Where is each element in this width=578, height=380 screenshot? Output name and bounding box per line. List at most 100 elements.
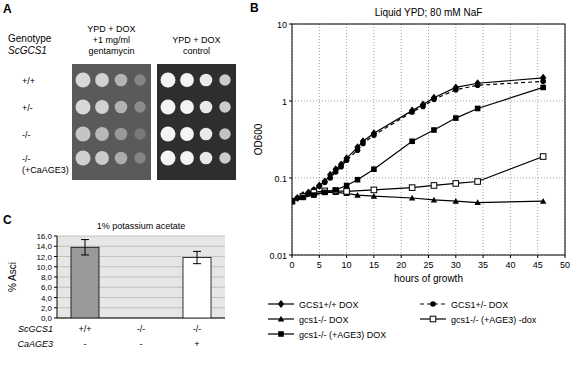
- spot: [161, 100, 176, 115]
- category-label: -: [140, 339, 143, 349]
- spot: [180, 73, 194, 87]
- tick-label: 20: [396, 260, 406, 270]
- grid-line: [373, 24, 374, 255]
- legend: GCS1+/+ DOXGCS1+/- DOXgcs1-/- DOXgcs1-/-…: [268, 300, 537, 340]
- marker: [475, 106, 481, 112]
- row-title: ScGCS1: [18, 324, 53, 334]
- tick-label: 1: [282, 97, 287, 107]
- marker: [409, 185, 415, 191]
- grid-line: [428, 24, 429, 255]
- marker: [278, 316, 284, 322]
- tick-label: 10,0: [36, 263, 52, 272]
- error-cap: [81, 239, 89, 240]
- spot: [95, 127, 109, 141]
- marker: [371, 193, 377, 199]
- grid-line: [483, 24, 484, 255]
- spot: [115, 152, 128, 165]
- spot: [180, 151, 194, 165]
- marker: [474, 199, 480, 205]
- series-group: [292, 74, 546, 205]
- marker: [344, 183, 350, 189]
- marker: [300, 195, 306, 201]
- row-label: -/-: [22, 130, 31, 140]
- spot: [95, 73, 109, 87]
- spot: [219, 152, 230, 163]
- spot: [95, 151, 109, 165]
- marker: [322, 190, 328, 196]
- grid-line: [57, 236, 225, 237]
- spot: [134, 74, 145, 85]
- marker: [371, 166, 377, 172]
- error-cap: [81, 254, 89, 255]
- spot: [180, 100, 194, 114]
- axis-title: % Asci: [7, 262, 18, 292]
- series-line: [292, 192, 543, 202]
- gene-label: ScGCS1: [8, 45, 47, 56]
- tick-label: 10: [342, 260, 352, 270]
- marker: [540, 85, 546, 91]
- spot: [134, 152, 145, 163]
- marker: [322, 179, 328, 185]
- figure: AGenotypeScGCS1+/++/--/--/-(+CaAGE3)YPD …: [0, 0, 578, 380]
- tick-label: 30: [451, 260, 461, 270]
- series-line: [292, 87, 543, 201]
- grid-line: [510, 24, 511, 255]
- genotype-label: Genotype: [8, 33, 52, 44]
- row-label: (+CaAGE3): [22, 165, 69, 175]
- marker: [311, 192, 317, 198]
- marker: [338, 164, 344, 170]
- marker: [292, 197, 295, 205]
- tick-label: 4,0: [41, 294, 53, 303]
- marker: [431, 197, 437, 203]
- series-line: [292, 157, 543, 202]
- tick-label: 8,0: [41, 273, 53, 282]
- tick-label: 14,0: [36, 242, 52, 251]
- plot-bg: [57, 236, 225, 318]
- marker: [371, 187, 377, 193]
- grid-line: [401, 24, 402, 255]
- bar: [71, 247, 99, 318]
- spot: [76, 151, 91, 166]
- spot: [161, 127, 176, 142]
- tick-label: 50: [560, 260, 570, 270]
- error-bar: [81, 240, 89, 255]
- panel-label: B: [250, 1, 259, 15]
- axis-title: hours of growth: [394, 273, 463, 284]
- marker: [474, 79, 480, 87]
- marker: [344, 189, 350, 195]
- marker: [409, 138, 415, 144]
- marker: [360, 141, 366, 147]
- marker: [355, 177, 361, 183]
- error-cap: [193, 251, 201, 252]
- tick-label: 0: [289, 260, 294, 270]
- marker: [409, 195, 415, 201]
- marker: [354, 192, 360, 198]
- plate: [72, 64, 151, 180]
- marker: [292, 198, 295, 204]
- marker: [420, 104, 426, 110]
- chart-title: Liquid YPD; 80 mM NaF: [375, 7, 483, 18]
- error-line: [197, 251, 198, 263]
- plate-header: gentamycin: [88, 46, 134, 56]
- marker: [333, 187, 339, 193]
- spot: [76, 127, 91, 142]
- marker: [453, 181, 459, 187]
- spot: [161, 151, 176, 166]
- tick-label: 0.01: [269, 251, 287, 261]
- spot: [219, 74, 230, 85]
- row-label: +/-: [22, 103, 33, 113]
- category-label: -/-: [193, 324, 202, 334]
- tick-label: 35: [478, 260, 488, 270]
- grid-line: [57, 246, 225, 247]
- bar: [127, 318, 155, 319]
- marker: [333, 188, 339, 194]
- axis-line: [57, 236, 58, 318]
- marker: [344, 157, 350, 163]
- marker: [430, 301, 436, 307]
- legend-label: gcs1-/- (+AGE3) DOX: [299, 330, 386, 340]
- bar: [183, 258, 211, 318]
- spot: [115, 128, 128, 141]
- marker: [409, 109, 415, 115]
- tick-label: 5: [317, 260, 322, 270]
- marker: [355, 147, 361, 153]
